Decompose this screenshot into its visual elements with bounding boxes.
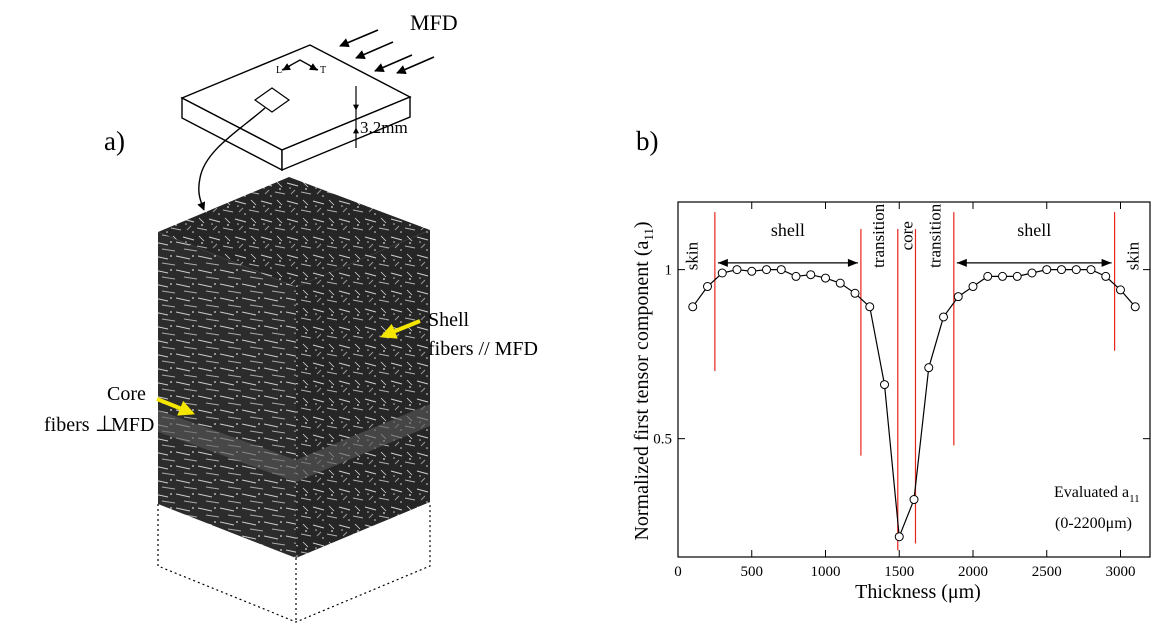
- data-series: [688, 265, 1140, 542]
- sample-square: [253, 87, 291, 113]
- x-tick-label: 2500: [1032, 564, 1062, 580]
- shell-label-line1: Shell: [428, 309, 470, 331]
- data-point: [688, 302, 698, 312]
- region-label: shell: [1017, 220, 1051, 240]
- region-labels: skin shell transition core transition shell sk…: [682, 203, 1142, 270]
- core-label-fibers: fibers: [44, 414, 90, 436]
- data-point: [983, 271, 993, 281]
- zoom-arrow-icon: [197, 107, 266, 211]
- data-point: [1130, 302, 1140, 312]
- data-point: [865, 302, 875, 312]
- specimen-plate: [180, 44, 412, 172]
- microstructure-cube: [157, 177, 431, 623]
- data-point: [703, 282, 712, 292]
- region-label: shell: [771, 220, 805, 240]
- shell-pointer-arrow: [380, 319, 421, 339]
- region-label: skin: [1123, 241, 1142, 270]
- y-tick-label: 0.5: [653, 432, 672, 448]
- annotation-line1: Evaluated a11: [1054, 484, 1140, 505]
- core-pointer-arrow: [156, 397, 195, 416]
- data-point: [1027, 268, 1037, 278]
- series-line: [692, 269, 1136, 537]
- region-label: transition: [926, 203, 945, 268]
- perpendicular-symbol: ⊥: [95, 411, 114, 436]
- x-tick-label: 500: [741, 564, 764, 580]
- region-label: core: [898, 221, 917, 250]
- data-point: [909, 495, 919, 505]
- data-point: [776, 265, 786, 275]
- data-point: [1057, 265, 1066, 275]
- y-tick-label: 1: [665, 263, 673, 279]
- x-tick-label: 2000: [958, 564, 988, 580]
- data-point: [924, 363, 934, 373]
- data-point: [939, 312, 948, 322]
- data-point: [1071, 265, 1081, 275]
- data-point: [791, 271, 801, 281]
- data-point: [968, 282, 978, 292]
- region-boundaries: [714, 212, 1116, 551]
- T-arrow-icon: [308, 63, 318, 71]
- panel-a-schematic: a) L T 3.2mm MFD Shell fibers // MFD Cor: [44, 10, 538, 623]
- region-label: skin: [682, 241, 701, 270]
- thickness-label: 3.2mm: [360, 118, 408, 137]
- data-point: [1012, 271, 1022, 281]
- direction-T: T: [320, 65, 326, 76]
- data-point: [850, 288, 860, 298]
- annotation-line2: (0-2200μm): [1055, 515, 1132, 532]
- direction-L: L: [276, 65, 282, 76]
- core-label-line1: Core: [107, 383, 146, 405]
- shell-label-line2: fibers // MFD: [428, 338, 538, 360]
- flow-direction-arrows: [339, 29, 435, 74]
- axes: 0 500 1000 1500 2000 2500 3000 0.5 1: [653, 202, 1150, 580]
- x-tick-label: 3000: [1106, 564, 1136, 580]
- x-tick-label: 0: [674, 564, 682, 580]
- L-arrow-icon: [282, 63, 292, 71]
- panel-a-label: a): [104, 126, 125, 156]
- region-span-arrowhead-right: [1101, 258, 1112, 267]
- flow-direction-label: MFD: [410, 10, 458, 35]
- data-point: [835, 278, 845, 288]
- data-point: [717, 268, 727, 278]
- data-point: [1086, 265, 1096, 275]
- x-axis-label: Thickness (μm): [855, 581, 981, 603]
- data-point: [998, 271, 1007, 281]
- data-point: [1042, 265, 1052, 275]
- data-point: [732, 265, 742, 275]
- x-tick-label: 1500: [884, 564, 914, 580]
- x-tick-label: 1000: [811, 564, 841, 580]
- data-point: [747, 266, 757, 276]
- data-point: [821, 273, 830, 283]
- region-span-arrowhead-left: [956, 258, 967, 267]
- data-point: [1101, 271, 1111, 281]
- y-axis-label: Normalized first tensor component (a11): [631, 221, 656, 540]
- data-point: [894, 532, 904, 542]
- region-span-arrowhead-right: [847, 258, 858, 267]
- data-point: [1116, 285, 1125, 295]
- data-point: [953, 292, 963, 302]
- plot-frame: [677, 201, 1151, 558]
- data-point: [880, 380, 889, 390]
- region-span-arrowhead-left: [717, 258, 728, 267]
- data-point: [806, 270, 816, 280]
- region-label: transition: [869, 203, 888, 268]
- core-label-mfd: MFD: [111, 414, 154, 436]
- panel-b-label: b): [636, 126, 659, 156]
- data-point: [762, 265, 771, 275]
